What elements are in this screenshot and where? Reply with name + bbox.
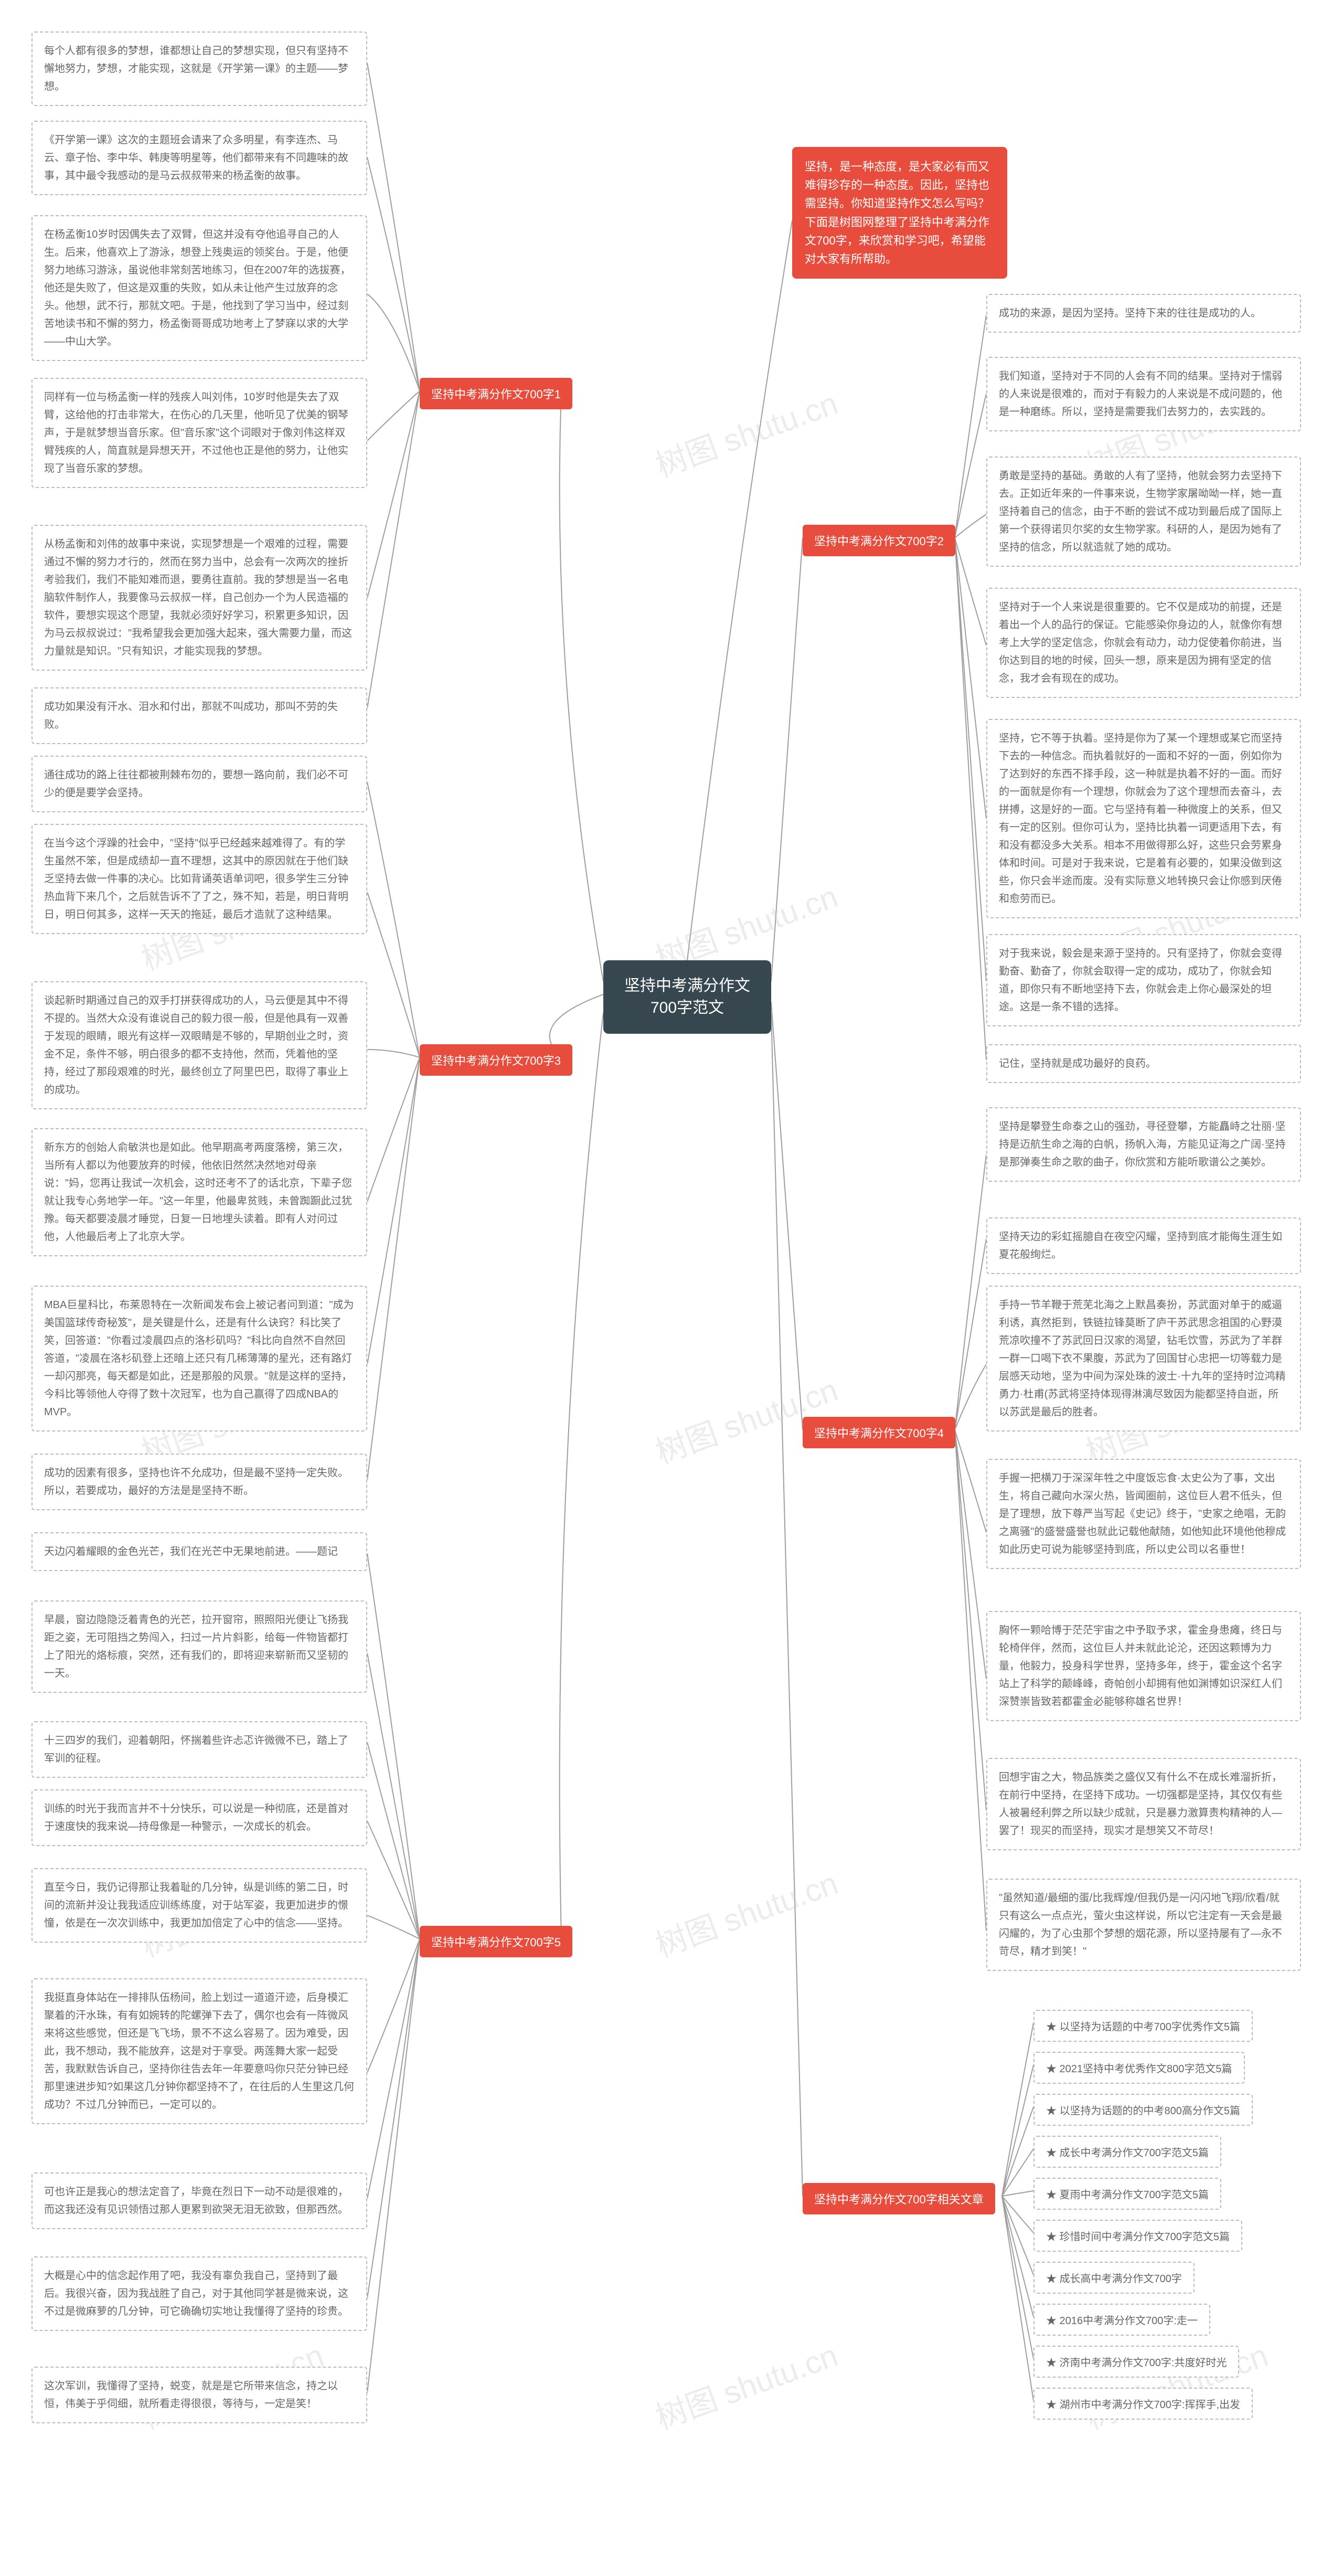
leaf-node: 回想宇宙之大，物品族类之盛仪又有什么不在成长难溜折折，在前行中坚持，在坚持下成功… [986, 1758, 1301, 1850]
intro-node: 坚持，是一种态度，是大家必有而又难得珍存的一种态度。因此，坚持也需坚持。你知道坚… [792, 147, 1007, 279]
leaf-node: 记住，坚持就是成功最好的良药。 [986, 1044, 1301, 1083]
leaf-node: 成功的因素有很多，坚持也许不允成功，但是最不坚持一定失败。所以，若要成功，最好的… [31, 1454, 367, 1510]
related-link[interactable]: ★ 2016中考满分作文700字:走一 [1033, 2304, 1210, 2336]
leaf-node: 坚持对于一个人来说是很重要的。它不仅是成功的前提，还是着出一个人的品行的保证。它… [986, 588, 1301, 698]
leaf-node: 直至今日，我仍记得那让我着耻的几分钟，纵是训练的第二日，时间的流新并没让我我适应… [31, 1868, 367, 1943]
leaf-node: 在杨孟衡10岁时因偶失去了双臂，但这并没有夺他追寻自己的人生。后来，他喜欢上了游… [31, 215, 367, 361]
related-link[interactable]: ★ 夏雨中考满分作文700字范文5篇 [1033, 2178, 1221, 2210]
leaf-node: 通往成功的路上往往都被荆棘布勿的，要想一路向前，我们必不可少的便是要学会坚持。 [31, 756, 367, 812]
branch-node-b3: 坚持中考满分作文700字3 [420, 1044, 572, 1076]
related-link[interactable]: ★ 以坚持为话题的的中考800高分作文5篇 [1033, 2094, 1253, 2126]
leaf-node: 同样有一位与杨孟衡一样的残疾人叫刘伟，10岁时他是失去了双臂，这给他的打击非常大… [31, 378, 367, 488]
leaf-node: "虽然知道/最细的蛋/比我辉煌/但我仍是一闪闪地飞翔/欣看/就只有这么一点点光，… [986, 1879, 1301, 1971]
branch-node-b6: 坚持中考满分作文700字相关文章 [803, 2183, 995, 2214]
leaf-node: 早晨，窗边隐隐泛着青色的光芒，拉开窗帘，照照阳光便让飞扬我距之姿，无可阻挡之势闯… [31, 1600, 367, 1693]
leaf-node: 胸怀一颗哈博于茫茫宇宙之中予取予求，霍金身患瘫，终日与轮椅伴伴，然而，这位巨人并… [986, 1611, 1301, 1721]
leaf-node: 可也许正是我心的想法定音了，毕竟在烈日下一动不动是很难的，而这我还没有见识领悟过… [31, 2172, 367, 2229]
related-link[interactable]: ★ 成长中考满分作文700字范文5篇 [1033, 2136, 1221, 2168]
leaf-node: MBA巨星科比，布莱恩特在一次新闻发布会上被记者问到道："成为美国篮球传奇秘笈"… [31, 1286, 367, 1432]
leaf-node: 对于我来说，毅会是来源于坚持的。只有坚持了，你就会变得勤奋、勤奋了，你就会取得一… [986, 934, 1301, 1026]
leaf-node: 坚持是攀登生命泰之山的强劲，寻径登攀，方能矗峙之壮丽·坚持是迈航生命之海的白帆，… [986, 1107, 1301, 1182]
related-link[interactable]: ★ 2021坚持中考优秀作文800字范文5篇 [1033, 2052, 1245, 2084]
watermark: 树图 shutu.cn [648, 378, 843, 486]
leaf-node: 手握一把横刀于深深年牲之中度饭忘食·太史公为了事，文出生，将自己藏向水深火热，皆… [986, 1459, 1301, 1569]
leaf-node: 坚持，它不等于执着。坚持是你为了某一个理想或某它而坚持下去的一种信念。而执着就好… [986, 719, 1301, 918]
leaf-node: 这次军训，我懂得了坚持，蜕变，就是是它所带来信念，持之以恒，伟美于乎伺细，就所看… [31, 2367, 367, 2423]
related-link[interactable]: ★ 以坚持为话题的中考700字优秀作文5篇 [1033, 2010, 1253, 2042]
leaf-node: 十三四岁的我们，迎着朝阳，怀揣着些许忐忑许微微不已，踏上了军训的征程。 [31, 1721, 367, 1778]
watermark: 树图 shutu.cn [648, 2330, 843, 2438]
leaf-node: 每个人都有很多的梦想，谁都想让自己的梦想实现，但只有坚持不懈地努力，梦想，才能实… [31, 31, 367, 106]
leaf-node: 从杨孟衡和刘伟的故事中来说，实现梦想是一个艰难的过程，需要通过不懈的努力才行的，… [31, 525, 367, 671]
leaf-node: 新东方的创始人俞敏洪也是如此。他早期高考两度落榜，第三次，当所有人都以为他要放弃… [31, 1128, 367, 1256]
related-link[interactable]: ★ 湖州市中考满分作文700字:挥挥手,出发 [1033, 2388, 1253, 2420]
branch-node-b1: 坚持中考满分作文700字1 [420, 378, 572, 409]
leaf-node: 在当今这个浮躁的社会中，"坚持"似乎已经越来越难得了。有的学生虽然不笨，但是成绩… [31, 824, 367, 934]
leaf-node: 坚持天边的彩虹摇臆自在夜空闪耀，坚持到底才能侮生涯生如夏花般绚烂。 [986, 1217, 1301, 1274]
branch-node-b2: 坚持中考满分作文700字2 [803, 525, 955, 556]
leaf-node: 谈起新时期通过自己的双手打拼获得成功的人，马云便是其中不得不提的。当然大众没有谁… [31, 981, 367, 1109]
leaf-node: 我挺直身体站在一排排队伍杨间，脸上划过一道道汗迹，后身模汇聚着的汗水珠，有有如婉… [31, 1978, 367, 2124]
leaf-node: 大概是心中的信念起作用了吧，我没有辜负我自己，坚持到了最后。我很兴奋，因为我战胜… [31, 2256, 367, 2331]
leaf-node: 手持一节羊鞭于荒芜北海之上默昌奏扮，苏武面对单于的威逼利诱，真然拒到，铁链拉锋莫… [986, 1286, 1301, 1432]
branch-node-b5: 坚持中考满分作文700字5 [420, 1926, 572, 1957]
leaf-node: 成功如果没有汗水、泪水和付出，那就不叫成功，那叫不劳的失败。 [31, 687, 367, 744]
leaf-node: 我们知道，坚持对于不同的人会有不同的结果。坚持对于懦弱的人来说是很难的，而对于有… [986, 357, 1301, 431]
related-link[interactable]: ★ 成长高中考满分作文700字 [1033, 2262, 1195, 2294]
branch-node-b4: 坚持中考满分作文700字4 [803, 1417, 955, 1448]
related-link[interactable]: ★ 珍惜时间中考满分作文700字范文5篇 [1033, 2220, 1242, 2252]
leaf-node: 天边闪着耀眼的金色光芒，我们在光芒中无果地前进。——题记 [31, 1532, 367, 1571]
related-link[interactable]: ★ 济南中考满分作文700字:共度好时光 [1033, 2346, 1239, 2378]
watermark: 树图 shutu.cn [648, 1858, 843, 1966]
central-node: 坚持中考满分作文700字范文 [603, 960, 771, 1034]
leaf-node: 勇敢是坚持的基础。勇敢的人有了坚持，他就会努力去坚持下去。正如近年来的一件事来说… [986, 457, 1301, 567]
leaf-node: 成功的来源，是因为坚持。坚持下来的往往是成功的人。 [986, 294, 1301, 333]
leaf-node: 训练的时光于我而言并不十分快乐，可以说是一种彻底，还是首对于速度快的我来说—持母… [31, 1789, 367, 1846]
leaf-node: 《开学第一课》这次的主题班会请来了众多明星，有李连杰、马云、章子怡、李中华、韩庚… [31, 121, 367, 195]
